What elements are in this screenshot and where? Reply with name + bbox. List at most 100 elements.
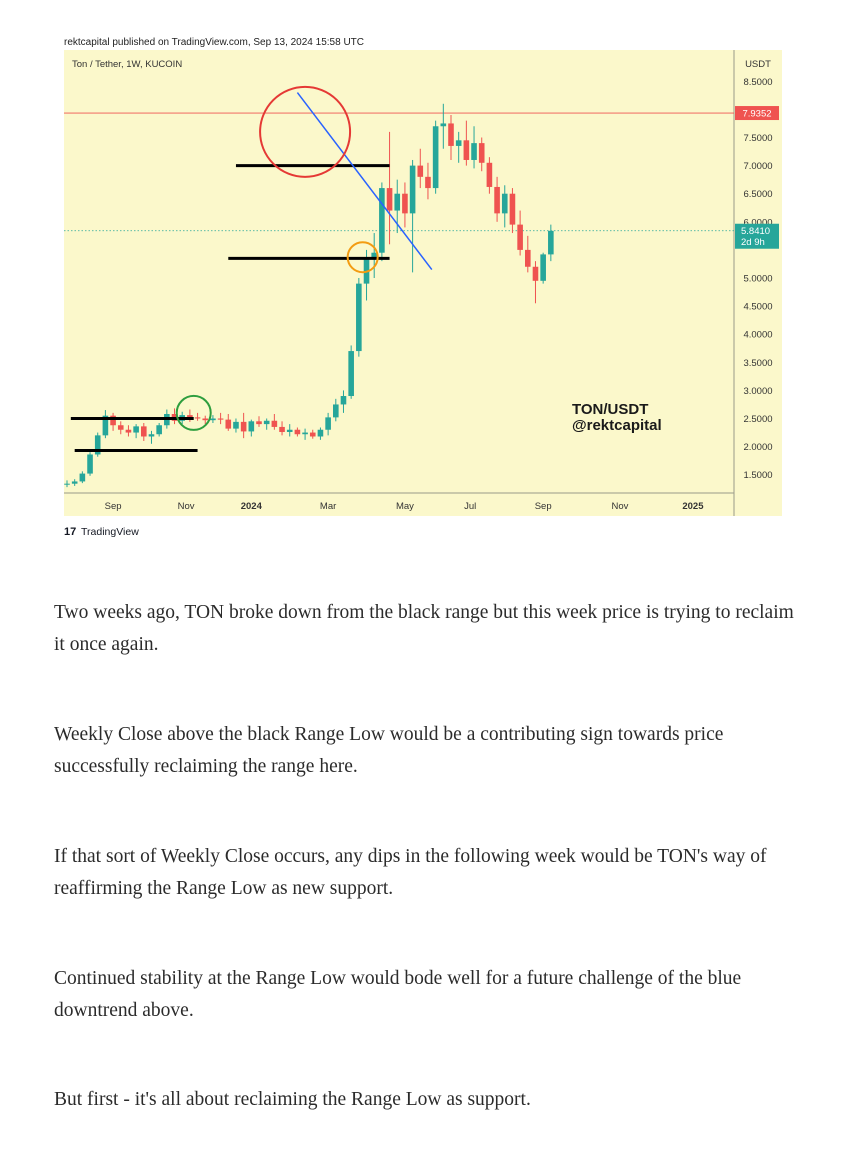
article-paragraph: If that sort of Weekly Close occurs, any… <box>54 846 767 899</box>
candle-body <box>471 143 477 160</box>
candle-body <box>394 193 401 211</box>
y-tick-label: 3.5000 <box>743 358 772 369</box>
x-tick-label: Nov <box>612 501 629 512</box>
y-tick-label: 1.5000 <box>743 470 772 481</box>
candle-body <box>294 429 301 435</box>
y-tick-label: 6.0000 <box>743 217 772 228</box>
candle-body <box>248 421 255 432</box>
candle-body <box>525 249 531 267</box>
highlight-circle <box>175 394 212 431</box>
candle-body <box>478 143 485 163</box>
candle-body <box>340 396 347 405</box>
high-price-label: 7.9352 <box>742 109 771 120</box>
candle-body <box>348 351 354 397</box>
x-tick-label: Jul <box>464 501 476 512</box>
candle-body <box>263 420 270 425</box>
countdown-label: 2d 9h <box>741 237 765 248</box>
tradingview-logo: 17 TradingView <box>64 526 139 538</box>
y-tick-label: 6.5000 <box>743 189 772 200</box>
x-tick-label: 2024 <box>241 501 263 512</box>
candle-body <box>194 417 201 419</box>
candle-body <box>125 429 132 433</box>
candle-body <box>409 165 416 214</box>
highlight-circle <box>346 241 379 274</box>
candle-body <box>540 254 546 281</box>
highlight-circle <box>259 85 352 178</box>
candle-body <box>233 421 239 429</box>
article-paragraph: Two weeks ago, TON broke down from the b… <box>54 602 794 655</box>
candle-body <box>286 429 293 432</box>
article-paragraph: Weekly Close above the black Range Low w… <box>54 724 724 777</box>
candle-body <box>455 140 462 146</box>
candle-body <box>148 434 155 437</box>
candles <box>64 103 554 488</box>
candle-body <box>256 421 262 425</box>
candle-body <box>71 481 78 484</box>
candle-body <box>440 123 447 127</box>
candle-body <box>494 186 500 214</box>
article-paragraph: But first - it's all about reclaiming th… <box>54 1089 531 1110</box>
candle-body <box>187 415 193 418</box>
tradingview-logo-icon: 17 <box>64 526 76 538</box>
y-tick-label: 2.0000 <box>743 442 772 453</box>
candle-body <box>141 426 147 437</box>
candle-body <box>64 483 70 485</box>
candle-body <box>94 435 101 455</box>
candle-body <box>432 126 439 189</box>
candle-body <box>448 123 454 146</box>
candle-body <box>240 421 247 432</box>
candle-body <box>548 230 554 255</box>
currency-label: USDT <box>745 59 771 70</box>
candle-body <box>302 432 308 435</box>
candle-body <box>210 418 216 421</box>
candle-body <box>333 404 339 418</box>
candle-body <box>463 140 470 160</box>
chart-figure: rektcapital published on TradingView.com… <box>0 0 868 560</box>
symbol-label: Ton / Tether, 1W, KUCOIN <box>72 59 182 70</box>
candle-body <box>217 418 224 420</box>
candle-body <box>325 417 331 430</box>
candle-body <box>271 420 278 427</box>
watermark-handle: @rektcapital <box>572 417 662 434</box>
candlestick-chart: rektcapital published on TradingView.com… <box>64 37 782 538</box>
axis-panel-background <box>734 50 782 516</box>
candle-body <box>486 162 493 187</box>
y-tick-label: 3.0000 <box>743 386 772 397</box>
y-tick-label: 4.5000 <box>743 302 772 313</box>
y-tick-label: 7.5000 <box>743 133 772 144</box>
candle-body <box>509 193 516 225</box>
time-axis-background <box>64 493 734 516</box>
x-tick-label: Sep <box>535 501 552 512</box>
candle-body <box>110 415 116 426</box>
y-axis-ticks: 8.5000 7.5000 7.0000 6.5000 6.0000 5.0000 4.50… <box>743 77 772 481</box>
candle-body <box>417 165 424 177</box>
candle-body <box>117 425 124 430</box>
downtrend-line <box>296 92 433 271</box>
candle-body <box>371 252 377 259</box>
y-tick-label: 8.5000 <box>743 77 772 88</box>
high-price-badge <box>735 106 779 121</box>
article-paragraph: Continued stability at the Range Low wou… <box>54 968 742 1021</box>
reference-lines <box>64 112 734 232</box>
last-price-badge <box>735 223 779 249</box>
y-tick-label: 5.0000 <box>743 274 772 285</box>
candle-body <box>425 176 431 189</box>
candle-body <box>317 429 324 437</box>
candle-body <box>156 425 162 435</box>
annotations <box>70 85 433 453</box>
watermark-pair: TON/USDT <box>572 401 648 418</box>
candle-body <box>133 426 139 433</box>
y-tick-label: 2.5000 <box>743 414 772 425</box>
candle-body <box>87 454 93 474</box>
candle-body <box>102 415 109 436</box>
x-tick-label: 2025 <box>682 501 704 512</box>
tradingview-brand: TradingView <box>81 526 139 538</box>
y-tick-label: 4.0000 <box>743 330 772 341</box>
candle-body <box>532 266 539 281</box>
x-tick-label: May <box>396 501 414 512</box>
candle-body <box>225 419 232 429</box>
candle-body <box>517 224 523 250</box>
publisher-caption: rektcapital published on TradingView.com… <box>64 37 364 48</box>
x-tick-label: Nov <box>178 501 195 512</box>
